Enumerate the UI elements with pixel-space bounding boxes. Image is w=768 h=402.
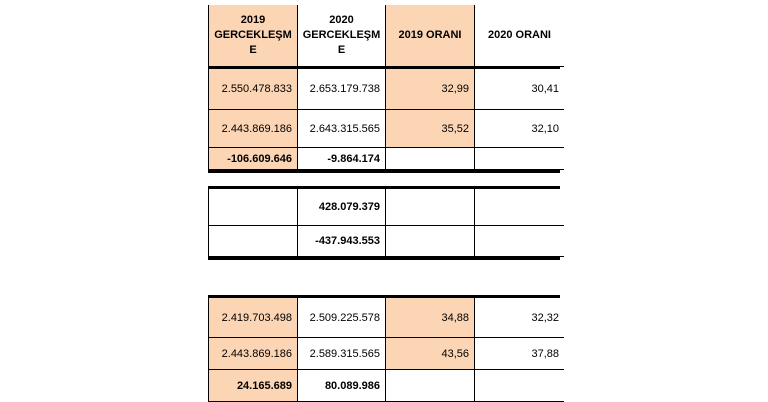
header-text: 2019 — [240, 14, 266, 26]
section-rule — [208, 257, 560, 260]
table-cell — [208, 189, 297, 226]
table-cell: 32,32 — [474, 298, 564, 338]
header-text: 2020 — [329, 14, 354, 26]
header-text: E — [249, 44, 257, 56]
header-cell: 2020 GERCEKLEŞM E — [297, 5, 385, 67]
section-rule — [208, 186, 560, 189]
table-cell: 37,88 — [474, 338, 564, 370]
section-rule — [208, 170, 560, 173]
table-cell: -9.864.174 — [297, 148, 385, 170]
header-rule — [208, 66, 560, 69]
table-cell: 32,10 — [474, 110, 564, 148]
table-cell: 2.653.179.738 — [297, 69, 385, 110]
table-cell — [208, 226, 297, 257]
table-cell: 35,52 — [385, 110, 474, 148]
table-cell: -106.609.646 — [208, 148, 297, 170]
header-text: E — [337, 44, 346, 56]
header-text: 2019 ORANI — [398, 29, 462, 41]
header-cell: 2019 GERCEKLEŞM E — [208, 5, 297, 67]
header-text: GERCEKLEŞM — [302, 29, 381, 41]
table-cell — [385, 370, 474, 402]
table-cell: 2.443.869.186 — [208, 110, 297, 148]
table-cell: 2.419.703.498 — [208, 298, 297, 338]
table-cell — [474, 226, 564, 257]
table-cell: 428.079.379 — [297, 189, 385, 226]
table-cell: 30,41 — [474, 69, 564, 110]
table-cell — [385, 148, 474, 170]
table-cell: 2.589.315.565 — [297, 338, 385, 370]
header-cell: 2019 ORANI — [385, 5, 474, 67]
table-cell: 24.165.689 — [208, 370, 297, 402]
section-rule — [208, 295, 560, 298]
table-cell — [385, 189, 474, 226]
table-cell: 32,99 — [385, 69, 474, 110]
table-cell: -437.943.553 — [297, 226, 385, 257]
table-cell — [474, 189, 564, 226]
table-cell: 2.643.315.565 — [297, 110, 385, 148]
table-cell: 2.550.478.833 — [208, 69, 297, 110]
table-cell: 2.443.869.186 — [208, 338, 297, 370]
table-cell: 43,56 — [385, 338, 474, 370]
header-text: GERCEKLEŞM — [214, 29, 292, 41]
table-cell: 2.509.225.578 — [297, 298, 385, 338]
header-cell: 2020 ORANI — [474, 5, 564, 67]
table-cell: 34,88 — [385, 298, 474, 338]
table-cell: 80.089.986 — [297, 370, 385, 402]
table-cell — [385, 226, 474, 257]
table-cell — [474, 370, 564, 402]
header-text: 2020 ORANI — [488, 29, 551, 41]
table-cell — [474, 148, 564, 170]
